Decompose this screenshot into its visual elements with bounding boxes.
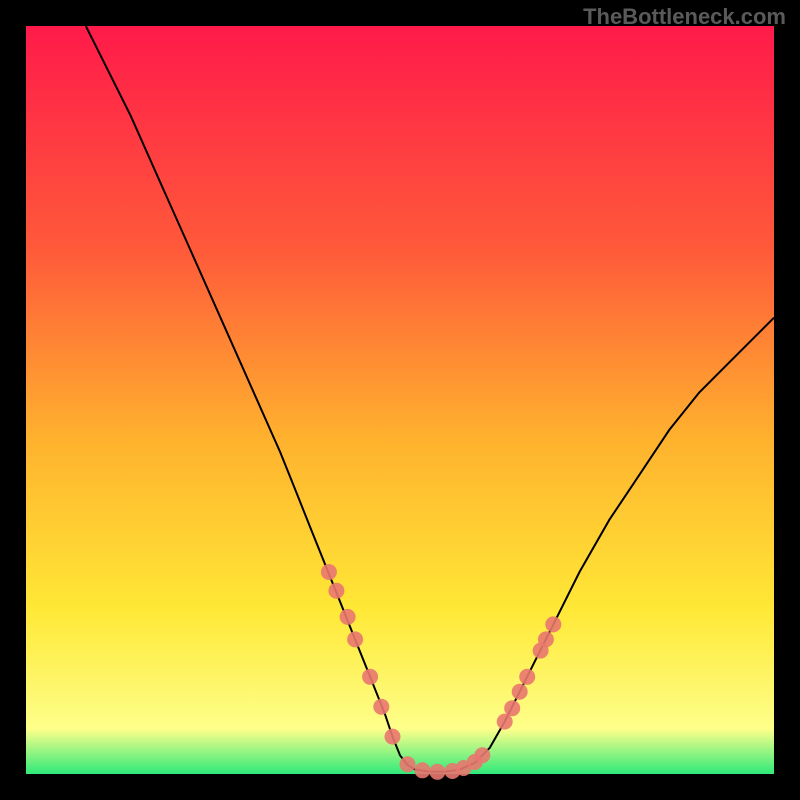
- data-marker: [474, 747, 490, 763]
- watermark-text: TheBottleneck.com: [583, 4, 786, 30]
- data-marker: [429, 764, 445, 780]
- data-marker: [385, 729, 401, 745]
- data-marker: [512, 684, 528, 700]
- data-marker: [545, 616, 561, 632]
- data-marker: [538, 631, 554, 647]
- data-marker: [321, 564, 337, 580]
- marker-group: [321, 564, 561, 780]
- data-marker: [373, 699, 389, 715]
- data-marker: [400, 756, 416, 772]
- data-marker: [328, 583, 344, 599]
- chart-frame: TheBottleneck.com: [0, 0, 800, 800]
- data-marker: [362, 669, 378, 685]
- plot-area: [26, 26, 774, 774]
- data-marker: [497, 714, 513, 730]
- data-marker: [519, 669, 535, 685]
- data-marker: [340, 609, 356, 625]
- bottleneck-curve: [86, 26, 774, 772]
- data-marker: [347, 631, 363, 647]
- data-marker: [414, 762, 430, 778]
- chart-svg: [26, 26, 774, 774]
- data-marker: [504, 700, 520, 716]
